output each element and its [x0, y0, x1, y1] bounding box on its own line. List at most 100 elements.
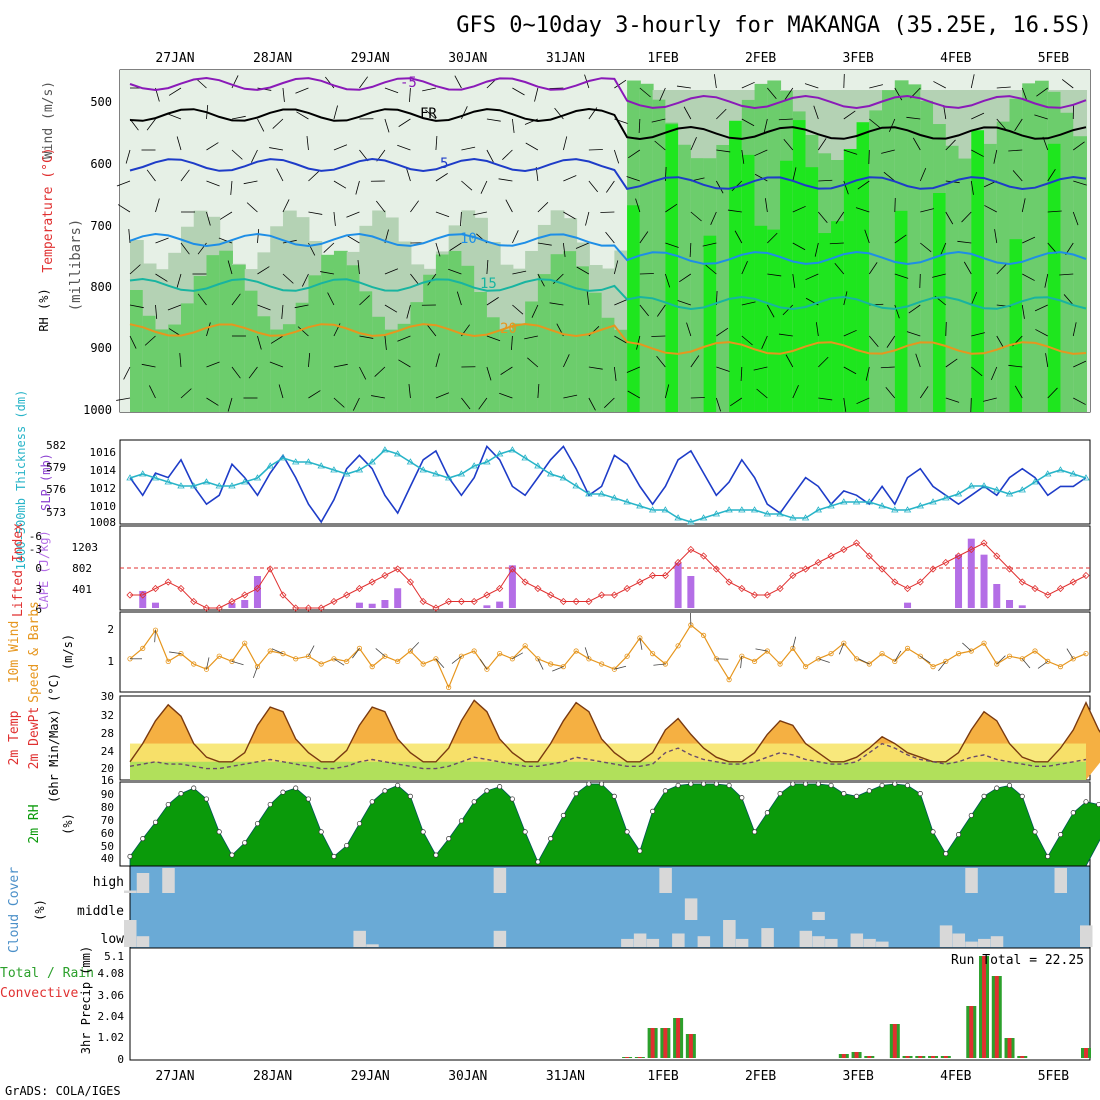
rh2m-point	[815, 781, 821, 787]
thickness-point	[929, 498, 937, 505]
wind10-point	[994, 661, 1000, 667]
rh2m-point	[790, 781, 796, 787]
barb	[486, 366, 492, 381]
barb	[384, 335, 387, 350]
rh-green-cell	[333, 250, 348, 412]
precip-conv-bar	[663, 1028, 668, 1058]
barb	[1047, 210, 1062, 213]
wind10-point	[586, 656, 592, 662]
wind10-barb	[1037, 661, 1048, 669]
wind10-point	[395, 658, 401, 665]
barb	[246, 202, 258, 213]
barb	[654, 140, 666, 151]
thickness-point	[648, 506, 657, 513]
barb	[257, 335, 262, 350]
rh-60: 60	[101, 827, 114, 840]
cape-bar	[904, 602, 912, 608]
cape-1203: 1203	[72, 541, 99, 554]
li-point	[126, 591, 134, 599]
barb	[1008, 364, 1023, 368]
pr-3.06: 3.06	[98, 989, 125, 1002]
rh2m-point	[624, 829, 630, 835]
cape-bar	[687, 576, 695, 608]
thickness-point	[1056, 466, 1065, 473]
barb	[657, 304, 666, 317]
barb	[1034, 304, 1048, 312]
wind10-point	[726, 676, 732, 683]
barb	[562, 136, 568, 151]
temp-contour	[129, 157, 1087, 191]
barb	[990, 366, 998, 381]
rh2m-point	[140, 836, 146, 842]
rh-green-cell	[525, 301, 539, 412]
barb	[563, 175, 577, 182]
barb	[983, 397, 997, 402]
wind10-barb	[154, 630, 156, 643]
precip-conv-bar	[1020, 1056, 1025, 1058]
barb	[231, 115, 246, 120]
rh2m-point	[127, 853, 133, 859]
barb	[116, 397, 131, 401]
barb	[435, 353, 440, 368]
barb	[586, 291, 590, 306]
precip-conv-bar	[994, 976, 999, 1058]
rh-green-cell	[690, 158, 705, 412]
rh2m-point	[752, 829, 758, 835]
cloud-high-bar	[965, 868, 978, 893]
barb	[1022, 273, 1035, 281]
cape-bar	[508, 565, 516, 608]
cloud-low-bar	[136, 936, 150, 947]
cape-bar	[1006, 600, 1014, 608]
li-m3: -3	[29, 543, 42, 556]
slp-thickness-lines	[126, 444, 1090, 525]
wind10-point	[700, 632, 707, 639]
barb	[257, 304, 271, 311]
barb	[512, 270, 527, 275]
rh2m-ticks: 90 80 70 60 50 40	[101, 788, 114, 865]
barb	[741, 118, 755, 127]
wind10-point	[981, 640, 987, 646]
barb	[480, 180, 488, 194]
barb	[894, 87, 903, 101]
rh2m-point	[509, 796, 515, 802]
rh-green-cell	[321, 254, 335, 412]
thickness-point	[406, 458, 415, 465]
li-line	[130, 542, 1087, 609]
rh-green-cell	[882, 90, 896, 412]
barb	[537, 201, 549, 213]
wind10-point	[560, 663, 566, 670]
li-point	[317, 604, 325, 612]
th-582: 582	[46, 439, 66, 452]
barb	[308, 353, 311, 368]
li-point	[967, 545, 975, 554]
barb	[1035, 329, 1048, 337]
wind10-point	[471, 648, 477, 654]
barb	[460, 211, 462, 226]
wind10-barb	[614, 665, 627, 670]
t-16: 16	[101, 774, 114, 787]
precip-conv-bar	[688, 1034, 693, 1058]
cape-bar	[955, 554, 963, 608]
barb	[347, 235, 360, 244]
barb	[778, 333, 793, 337]
wind10-point	[815, 656, 821, 662]
li-point	[993, 552, 1001, 560]
cloud-low-bar	[493, 930, 507, 947]
temp-band	[130, 761, 1086, 780]
rh2m-point	[828, 782, 834, 788]
barb	[448, 268, 462, 275]
barb	[525, 142, 539, 151]
wind10m-panel: 10m Wind Speed & Barbs (m/s) 2 1 30	[7, 601, 1091, 703]
series-line-thickness	[129, 449, 1087, 523]
dewpoint-line	[129, 742, 1087, 770]
slp-label: SLP (mb)	[39, 453, 53, 511]
li-point	[903, 584, 912, 593]
rh2m-label2: (%)	[61, 813, 75, 835]
wind10-point	[802, 663, 809, 670]
barb	[117, 204, 131, 213]
thickness-point	[814, 506, 823, 513]
wind10-barb	[755, 648, 768, 652]
cloud-low-bar	[990, 936, 1004, 947]
rh2m-point	[688, 781, 694, 787]
barb	[243, 180, 258, 185]
